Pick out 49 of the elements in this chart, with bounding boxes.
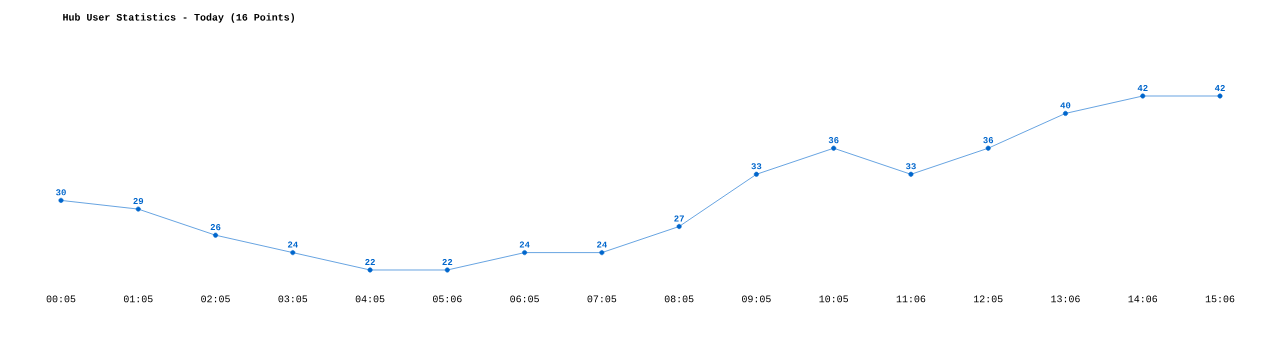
data-label: 24 — [287, 241, 298, 248]
point — [676, 224, 682, 229]
x-tick-label: 14:06 — [1128, 295, 1158, 303]
data-label: 42 — [1137, 84, 1148, 91]
point — [985, 145, 991, 151]
point — [367, 267, 373, 273]
point — [522, 250, 528, 256]
data-label: 24 — [597, 241, 607, 248]
data-label: 22 — [442, 258, 453, 265]
x-tick-label: 02:05 — [201, 295, 230, 303]
point — [1062, 110, 1068, 116]
x-tick-label: 11:06 — [896, 295, 926, 303]
x-tick-label: 07:05 — [587, 295, 617, 303]
x-tick-label: 01:05 — [123, 295, 153, 303]
x-tick-label: 05:06 — [433, 295, 462, 303]
point — [599, 250, 605, 256]
x-tick-label: 08:05 — [664, 295, 694, 303]
data-label: 26 — [210, 224, 221, 231]
x-tick-label: 12:05 — [973, 295, 1003, 303]
data-label: 36 — [828, 137, 839, 144]
point — [1217, 93, 1223, 99]
data-label: 33 — [905, 163, 916, 170]
chart-title: Hub User Statistics - Today (16 Points) — [63, 13, 294, 23]
data-label: 24 — [519, 241, 530, 248]
data-label: 36 — [983, 137, 994, 144]
point — [831, 145, 837, 151]
data-label: 29 — [133, 197, 144, 205]
point — [444, 267, 450, 273]
x-tick-label: 15:06 — [1205, 295, 1235, 303]
data-label: 30 — [56, 189, 66, 196]
data-label: 40 — [1060, 102, 1071, 109]
x-tick-label: 04:05 — [355, 295, 385, 303]
point — [213, 232, 219, 238]
point — [290, 250, 296, 256]
x-tick-label: 00:05 — [46, 295, 76, 303]
x-tick-label: 13:06 — [1051, 295, 1080, 303]
data-label: 27 — [674, 215, 684, 222]
point — [908, 171, 914, 177]
x-tick-label: 09:05 — [742, 295, 771, 303]
point — [135, 206, 141, 212]
x-tick-label: 03:05 — [278, 295, 308, 303]
data-label: 33 — [751, 163, 762, 170]
point — [753, 171, 759, 177]
x-tick-label: 10:05 — [819, 295, 848, 303]
point — [1140, 93, 1146, 99]
data-label: 42 — [1214, 84, 1225, 91]
data-label: 22 — [365, 258, 375, 265]
x-tick-label: 06:05 — [510, 295, 539, 303]
point — [58, 197, 64, 203]
